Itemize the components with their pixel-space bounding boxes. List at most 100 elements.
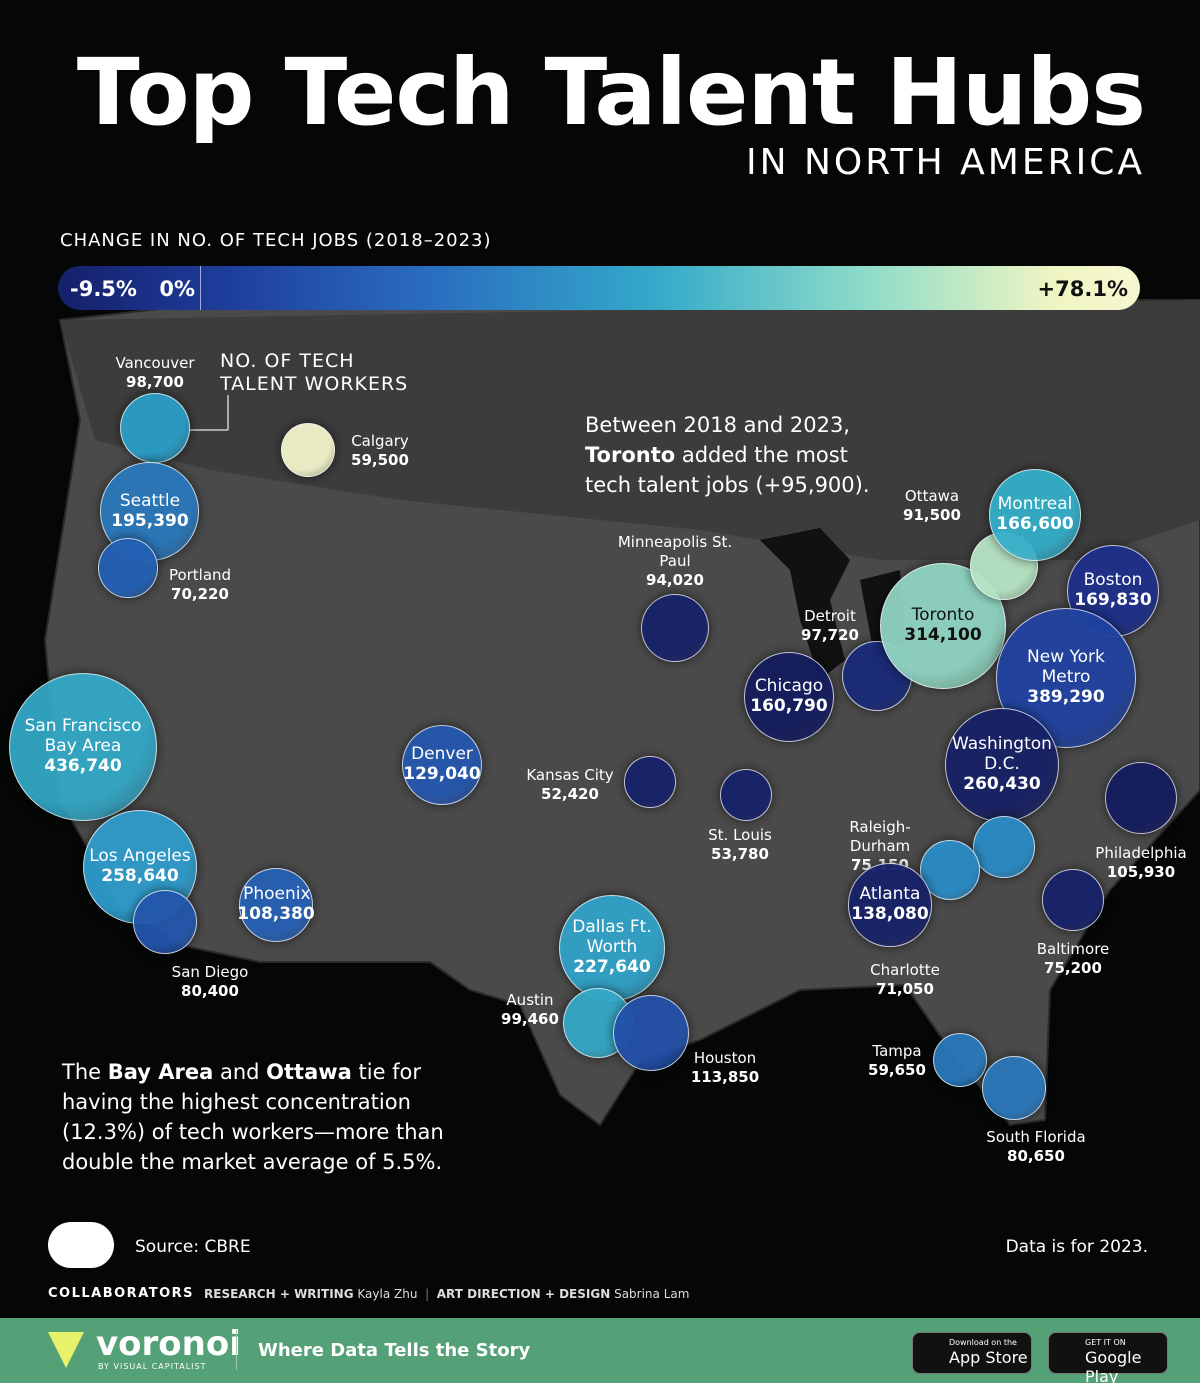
bubble (720, 769, 772, 821)
city-name: Phoenix (243, 884, 311, 905)
bubble-label: New York Metro 389,290 (996, 608, 1136, 748)
bubble (932, 1032, 988, 1088)
brand: voronoi (96, 1324, 241, 1364)
city-name: Montreal (997, 494, 1073, 515)
bubble (119, 392, 191, 464)
credit-name: Sabrina Lam (614, 1287, 690, 1301)
city-name: Toronto (911, 605, 975, 626)
app-big: Google Play (1085, 1348, 1142, 1383)
source: Source: CBRE (135, 1237, 251, 1257)
city-value: 99,460 (501, 1010, 559, 1028)
colorbar-tick-label: 0% (159, 277, 195, 301)
city-value: 59,650 (868, 1061, 926, 1079)
city-value: 113,850 (690, 1068, 760, 1086)
credits: RESEARCH + WRITING Kayla Zhu | ART DIREC… (204, 1287, 690, 1301)
city-name: Baltimore (1036, 940, 1110, 958)
annotation: Between 2018 and 2023, Toronto added the… (585, 410, 885, 500)
google-play-button[interactable]: GET IT ON Google Play (1048, 1332, 1168, 1383)
city-name: Minneapolis St. Paul (617, 533, 733, 570)
city-label: Minneapolis St. Paul 94,020 (615, 533, 735, 590)
brand-icon (48, 1332, 84, 1368)
city-value: 53,780 (711, 845, 769, 863)
city-label: Portland 70,220 (140, 566, 260, 604)
great-lakes (760, 528, 905, 680)
city-label: Tampa 59,650 (837, 1042, 957, 1080)
city-name: Dallas Ft. Worth (572, 917, 652, 958)
tagline: Where Data Tells the Story (258, 1340, 531, 1361)
city-name: Raleigh-Durham (849, 818, 911, 855)
annotation-part: Bay Area (107, 1060, 214, 1084)
size-legend: NO. OF TECH TALENT WORKERS (220, 350, 409, 395)
city-value: 105,930 (1106, 863, 1176, 881)
city-name: Washington D.C. (952, 734, 1052, 775)
city-value: 94,020 (646, 571, 704, 589)
annotation-part: Ottawa (266, 1060, 352, 1084)
bubble-label: San Francisco Bay Area 436,740 (9, 673, 157, 821)
city-value: 71,050 (876, 980, 934, 998)
bubble-label: Chicago 160,790 (744, 652, 834, 742)
app-small: Download on the (949, 1338, 1017, 1347)
bubble-label: Toronto 314,100 (880, 563, 1006, 689)
divider (236, 1330, 237, 1370)
city-value: 91,500 (903, 506, 961, 524)
annotation-part: added the most tech talent jobs (+95,900… (585, 443, 870, 497)
bubble-label: Los Angeles 258,640 (83, 810, 197, 924)
city-value: 195,390 (111, 511, 189, 532)
city-value: 52,420 (541, 785, 599, 803)
city-label: St. Louis 53,780 (680, 826, 800, 864)
city-value: 70,220 (171, 585, 229, 603)
city-value: 314,100 (904, 625, 982, 646)
bubble (1104, 761, 1178, 835)
city-value: 98,700 (126, 373, 184, 391)
city-name: Charlotte (870, 961, 940, 979)
city-value: 129,040 (403, 764, 481, 785)
bubble (239, 868, 313, 942)
city-value: 108,380 (237, 904, 315, 925)
city-name: Los Angeles (89, 846, 191, 867)
subtitle: IN NORTH AMERICA (746, 142, 1145, 183)
city-name: Philadelphia (1095, 844, 1187, 862)
bubble (280, 422, 336, 478)
city-value: 80,400 (181, 982, 239, 1000)
logo-icon (48, 1222, 114, 1268)
city-name: Houston (693, 1049, 757, 1067)
city-name: St. Louis (708, 826, 772, 844)
city-value: 258,640 (101, 866, 179, 887)
city-value: 227,640 (573, 957, 651, 978)
bubble (744, 652, 834, 742)
city-label: Charlotte 71,050 (845, 961, 965, 999)
title: Top Tech Talent Hubs (76, 39, 1146, 146)
city-label: Austin 99,460 (470, 991, 590, 1029)
city-name: Kansas City (526, 766, 614, 784)
canada-tint (60, 300, 1200, 560)
city-name: New York Metro (1027, 647, 1105, 688)
data-note: Data is for 2023. (1005, 1237, 1148, 1257)
city-value: 169,830 (1074, 590, 1152, 611)
city-label: South Florida 80,650 (976, 1128, 1096, 1166)
colorbar-tick-label: -9.5% (70, 277, 137, 301)
bubble-label: Denver 129,040 (402, 725, 482, 805)
bubble-label: Boston 169,830 (1067, 545, 1159, 637)
city-name: Portland (168, 566, 232, 584)
annotation-part: and (213, 1060, 267, 1084)
bubble (640, 593, 710, 663)
bubble-label: Dallas Ft. Worth 227,640 (559, 895, 666, 1002)
bubble (8, 672, 157, 821)
city-name: Chicago (754, 676, 824, 697)
city-value: 436,740 (44, 756, 122, 777)
annotation-part: tie for having the highest concentration… (62, 1060, 444, 1174)
annotation-part: The (62, 1060, 108, 1084)
app-store-button[interactable]: Download on the App Store (912, 1332, 1032, 1374)
city-label: Baltimore 75,200 (1013, 940, 1133, 978)
city-name: Vancouver (115, 354, 195, 372)
app-big: App Store (949, 1348, 1028, 1367)
city-label: San Diego 80,400 (150, 963, 270, 1001)
city-value: 160,790 (750, 696, 828, 717)
city-value: 138,080 (851, 904, 929, 925)
city-label: Houston 113,850 (665, 1049, 785, 1087)
bubble (973, 816, 1035, 878)
city-name: Austin (506, 991, 554, 1009)
city-name: Detroit (804, 607, 856, 625)
bubble (982, 1056, 1046, 1120)
